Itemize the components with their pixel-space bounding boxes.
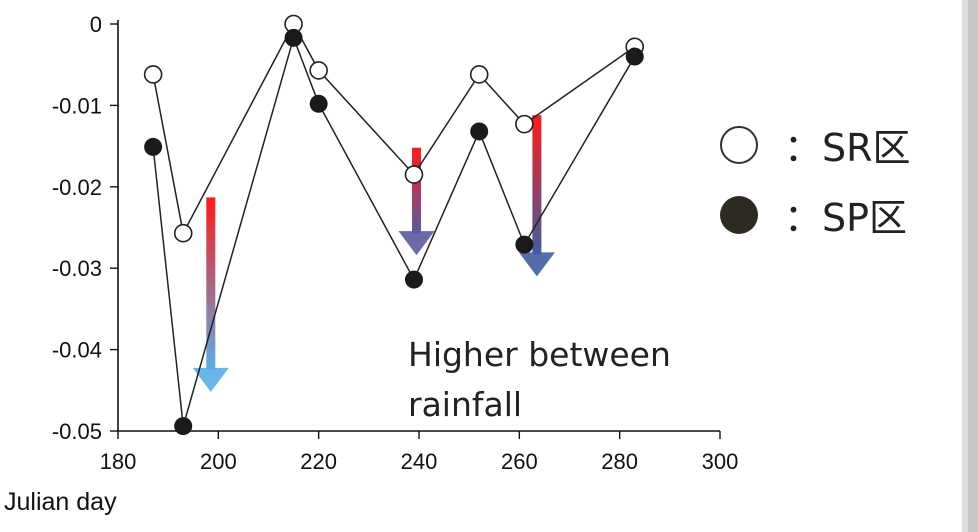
slide-edge-shadow [968,0,978,532]
axes: 180 200 220 240 260 280 300 0 -0.01 -0.02 -0.03 -0.… [52,12,739,474]
y-tick-label: 0 [90,12,102,37]
series-line-sr [152,22,636,236]
series-line-sp [152,35,636,427]
x-tick-label: 200 [200,449,237,474]
x-tick-label: 220 [300,449,337,474]
y-tick-label: -0.04 [52,338,102,363]
y-tick-label: -0.02 [52,175,102,200]
annotation-line-2: rainfall [408,385,523,424]
arrow-head [398,231,435,256]
data-point-sp [625,47,644,66]
data-point-sp [174,417,193,436]
annotation-text: Higher between rainfall [408,330,671,430]
arrow-head [192,367,229,392]
x-tick-label: 180 [100,449,137,474]
x-tick-label: 280 [601,449,638,474]
y-tick-label: -0.05 [52,419,102,444]
legend-label-sp: ：SP区 [784,196,908,240]
x-tick-label: 260 [501,449,538,474]
y-tick-label: -0.01 [52,93,102,118]
data-point-sp [470,122,489,141]
series [143,14,645,436]
data-point-sr [143,65,163,84]
annotation-line-1: Higher between [408,335,671,374]
x-tick-label: 300 [702,449,739,474]
data-point-sp [144,137,163,156]
arrow-shaft [532,115,542,255]
x-tick-label: 240 [401,449,438,474]
data-point-sr [404,165,424,184]
legend-label-sr: ：SR区 [784,126,911,170]
arrow-head [518,252,555,277]
down-arrow-icon [192,197,229,392]
legend-item-sr: ：SR区 [720,117,911,172]
data-point-sp [515,235,534,254]
data-point-sp [284,28,303,47]
data-point-sr [515,114,534,134]
data-point-sr [309,61,328,80]
data-point-sr [469,65,489,84]
x-axis-label: Julian day [4,488,117,516]
data-point-sp [404,270,423,289]
rainfall-arrows [192,115,555,392]
filled-circle-icon [720,195,758,234]
down-arrow-icon [398,147,435,256]
legend-item-sp: ：SP区 [720,187,907,242]
y-tick-label: -0.03 [52,256,102,281]
data-point-sr [173,223,193,243]
data-point-sp [309,94,328,113]
open-circle-icon [720,125,758,164]
down-arrow-icon [518,115,555,277]
arrow-shaft [206,197,216,370]
arrow-shaft [411,147,421,234]
